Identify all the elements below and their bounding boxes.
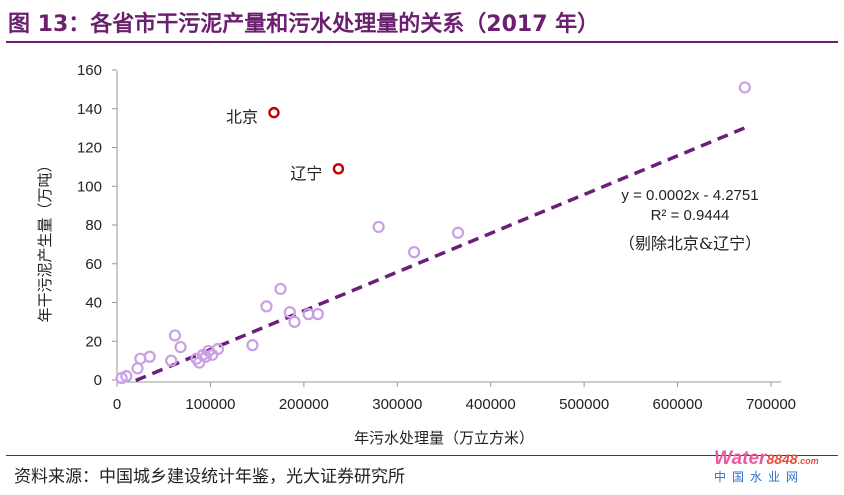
data-point: [211, 342, 225, 356]
data-point: [288, 315, 301, 328]
x-tick-label: 300000: [372, 396, 422, 413]
y-tick-label: 40: [85, 295, 102, 312]
y-tick-label: 100: [77, 178, 102, 195]
data-point: [311, 308, 324, 321]
data-point: [143, 350, 156, 363]
x-axis-label: 年污水处理量（万立方米）: [354, 429, 534, 447]
logo-brand-word: Water: [714, 448, 767, 469]
exclusion-note: （剔除北京&辽宁）: [619, 234, 761, 253]
highlight-point: [268, 106, 280, 119]
x-ticks-group: 0 100000 200000 300000 400000 500000 600000 700…: [113, 382, 796, 413]
r-squared-label: R² = 0.9444: [651, 207, 730, 224]
data-point: [174, 340, 187, 354]
highlight-point: [332, 163, 345, 175]
data-point: [199, 350, 212, 363]
x-tick-label: 200000: [279, 396, 329, 413]
y-tick-label: 0: [94, 372, 102, 389]
trendline: [135, 126, 746, 383]
data-point: [168, 329, 182, 342]
logo-subtitle: 中国水业网: [714, 470, 805, 484]
highlight-point-label: 辽宁: [290, 164, 322, 183]
y-ticks-group: 0 20 40 60 80 100 120 140 160: [77, 62, 117, 389]
source-note: 资料来源：中国城乡建设统计年鉴，光大证券研究所: [14, 467, 405, 487]
title-divider: [6, 41, 838, 43]
water8848-logo: Water8848.com 中国水业网: [714, 448, 836, 490]
data-point: [165, 354, 178, 367]
data-point: [274, 282, 287, 296]
data-point: [120, 370, 133, 383]
y-tick-label: 120: [77, 140, 102, 157]
data-point: [451, 226, 465, 239]
axes-group: [116, 71, 781, 383]
logo-brand-number: 8848: [766, 451, 798, 467]
y-tick-label: 20: [85, 333, 102, 350]
data-point: [283, 306, 296, 319]
footer-divider: [6, 455, 838, 456]
highlight-point-label: 北京: [226, 108, 258, 127]
data-point: [260, 300, 273, 313]
x-tick-label: 600000: [653, 396, 703, 413]
data-point: [738, 81, 751, 94]
x-tick-label: 100000: [185, 396, 235, 413]
y-axis-label: 年干污泥产生量（万吨）: [36, 157, 54, 322]
x-tick-label: 0: [113, 396, 121, 413]
data-point: [408, 246, 421, 259]
y-tick-label: 140: [77, 101, 102, 118]
figure-title: 图 13：各省市干污泥产量和污水处理量的关系（2017 年）: [8, 12, 600, 37]
points-group: [115, 81, 751, 385]
y-tick-label: 60: [85, 256, 102, 273]
data-point: [372, 220, 385, 234]
equation-label: y = 0.0002x - 4.2751: [621, 187, 758, 204]
data-point: [131, 362, 144, 375]
y-tick-label: 80: [85, 217, 102, 234]
x-tick-label: 700000: [746, 396, 796, 413]
scatter-chart: 0 100000 200000 300000 400000 500000 600000 700…: [36, 62, 796, 447]
data-point: [246, 339, 259, 352]
y-tick-label: 160: [77, 62, 102, 79]
logo-wordmark: Water8848.com: [714, 448, 836, 470]
logo-brand-suffix: .com: [797, 456, 819, 466]
x-tick-label: 400000: [466, 396, 516, 413]
x-tick-label: 500000: [559, 396, 609, 413]
